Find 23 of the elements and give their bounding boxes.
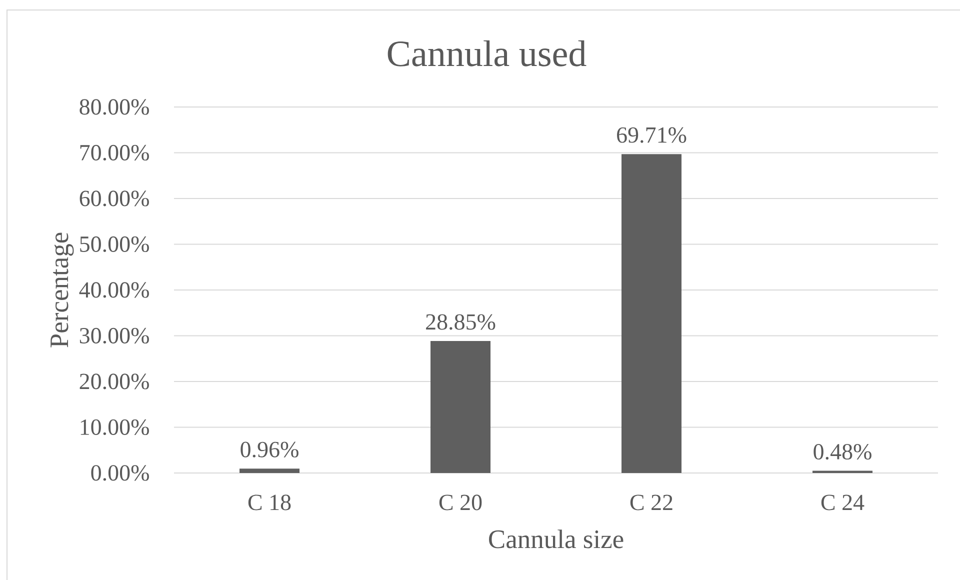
bar [430,341,491,473]
data-label: 0.96% [240,442,298,458]
x-tick-label: C 20 [439,494,482,510]
data-label: 0.48% [814,444,872,460]
y-tick-label: 30.00% [80,328,149,344]
y-axis-title: Percentage [50,232,74,348]
x-axis-title: Cannula size [489,530,624,548]
y-tick-label: 60.00% [80,190,149,206]
bar [240,468,300,473]
bar [622,154,682,473]
y-tick-label: 50.00% [80,236,149,252]
y-tick-label: 80.00% [80,99,149,115]
data-label: 69.71% [617,127,686,143]
x-tick-label: C 24 [821,494,864,510]
chart-title: Cannula used [388,40,586,66]
y-tick-label: 40.00% [79,282,149,298]
y-tick-label: 70.00% [80,144,149,161]
x-tick-label: C 18 [248,494,291,510]
y-tick-label: 10.00% [80,419,149,436]
data-label: 28.85% [426,314,496,330]
x-tick-label: C 22 [630,494,672,510]
y-tick-label: 0.00% [91,465,149,481]
y-tick-label: 20.00% [80,374,149,390]
